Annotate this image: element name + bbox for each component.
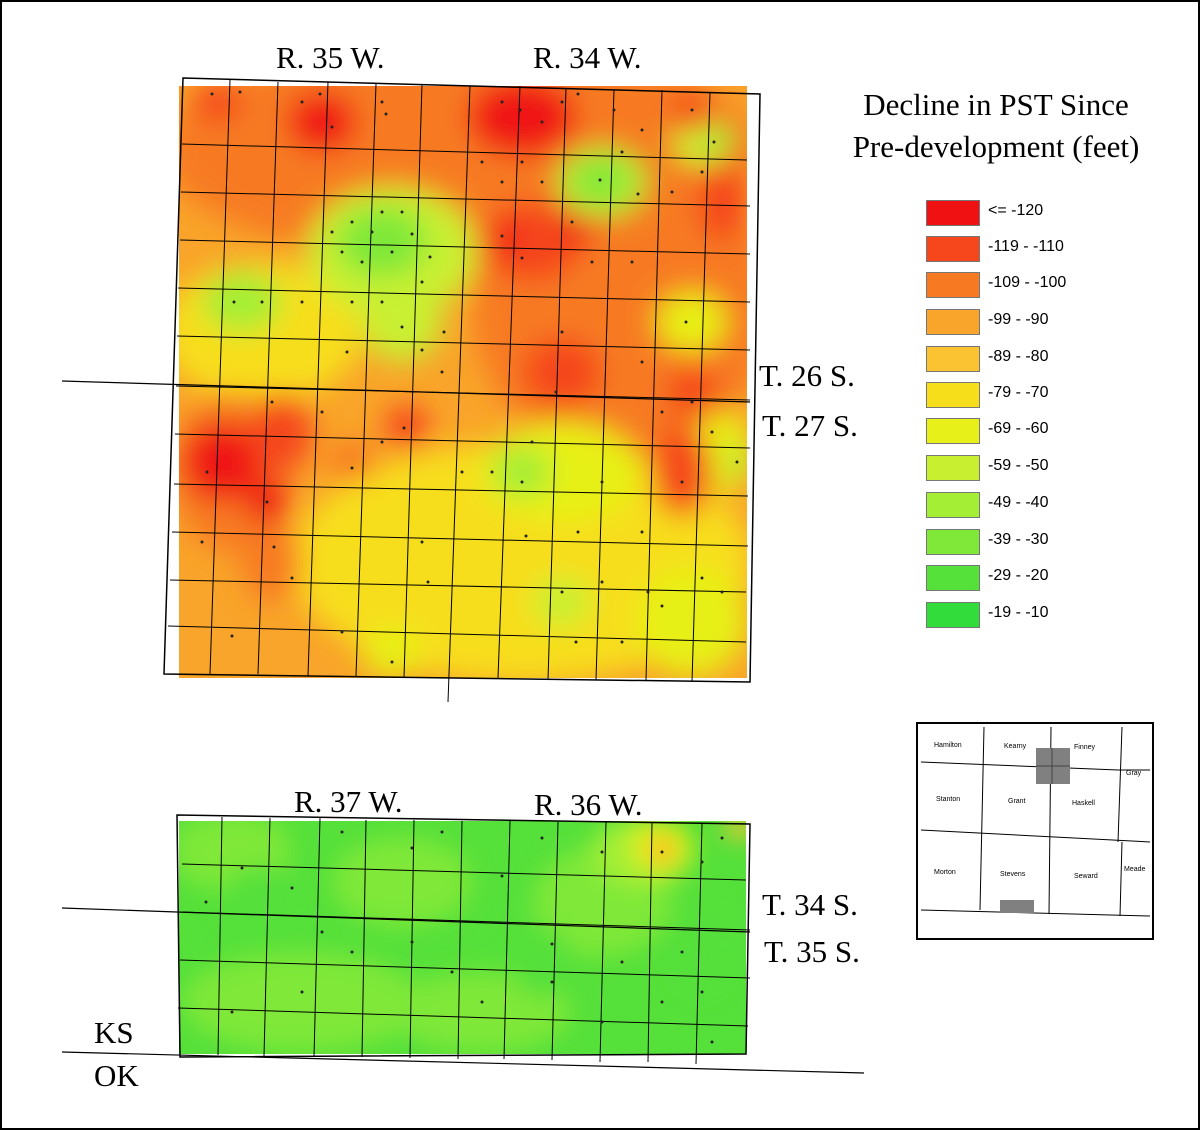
- county-label-gray: Gray: [1126, 770, 1142, 777]
- legend-label: -109 - -100: [988, 274, 1067, 291]
- legend-label: -49 - -40: [988, 494, 1049, 511]
- legend-swatch: [926, 455, 980, 481]
- legend-label: -119 - -110: [988, 238, 1064, 255]
- legend-title: Decline in PST Since Pre-development (fe…: [824, 84, 1168, 168]
- county-label-seward: Seward: [1074, 873, 1098, 880]
- north-range-label-1: R. 35 W.: [276, 40, 385, 75]
- legend-swatch: [926, 200, 980, 226]
- south-well-points: [204, 830, 724, 1044]
- legend-swatch: [926, 602, 980, 628]
- north-township-label-2: T. 27 S.: [762, 408, 858, 443]
- legend-swatch: [926, 492, 980, 518]
- state-label-ok: OK: [94, 1058, 139, 1093]
- legend-swatch: [926, 346, 980, 372]
- legend-label: -89 - -80: [988, 348, 1049, 365]
- legend-swatch: [926, 529, 980, 555]
- county-label-haskell: Haskell: [1072, 800, 1095, 807]
- legend-swatch: [926, 565, 980, 591]
- legend-label: -19 - -10: [988, 604, 1049, 621]
- inset-locator-map: Hamilton Kearny Finney Gray Stanton Gran…: [916, 722, 1154, 940]
- legend-swatch: [926, 272, 980, 298]
- south-township-line: [61, 907, 751, 933]
- county-label-meade: Meade: [1124, 866, 1146, 873]
- legend-title-line-1: Decline in PST Since: [863, 87, 1129, 122]
- legend-title-line-2: Pre-development (feet): [852, 129, 1140, 164]
- county-label-hamilton: Hamilton: [934, 742, 962, 749]
- north-township-line: [61, 380, 751, 403]
- legend-label: -99 - -90: [988, 311, 1049, 328]
- north-range-label-2: R. 34 W.: [533, 40, 642, 75]
- legend-label: -29 - -20: [988, 567, 1049, 584]
- county-label-finney: Finney: [1074, 744, 1096, 751]
- legend-label: -59 - -50: [988, 457, 1049, 474]
- south-township-label-1: T. 34 S.: [762, 887, 858, 922]
- legend-label: -39 - -30: [988, 531, 1049, 548]
- county-label-stanton: Stanton: [936, 796, 960, 803]
- south-range-label-2: R. 36 W.: [534, 787, 643, 822]
- legend-label: -79 - -70: [988, 384, 1049, 401]
- county-label-stevens: Stevens: [1000, 871, 1026, 878]
- county-label-morton: Morton: [934, 869, 956, 876]
- south-decline-surface: [179, 821, 746, 1054]
- county-label-kearny: Kearny: [1004, 743, 1027, 750]
- county-label-grant: Grant: [1008, 798, 1026, 805]
- legend-swatch: [926, 418, 980, 444]
- north-township-label-1: T. 26 S.: [759, 358, 855, 393]
- north-well-points: [200, 90, 739, 664]
- south-range-label-1: R. 37 W.: [294, 784, 403, 819]
- legend-swatch: [926, 236, 980, 262]
- legend-label: -69 - -60: [988, 420, 1049, 437]
- state-label-ks: KS: [94, 1015, 134, 1050]
- legend-label: <= -120: [988, 202, 1044, 219]
- state-line: [61, 1051, 865, 1074]
- south-township-label-2: T. 35 S.: [764, 934, 860, 969]
- legend-swatch: [926, 382, 980, 408]
- legend-swatch: [926, 309, 980, 335]
